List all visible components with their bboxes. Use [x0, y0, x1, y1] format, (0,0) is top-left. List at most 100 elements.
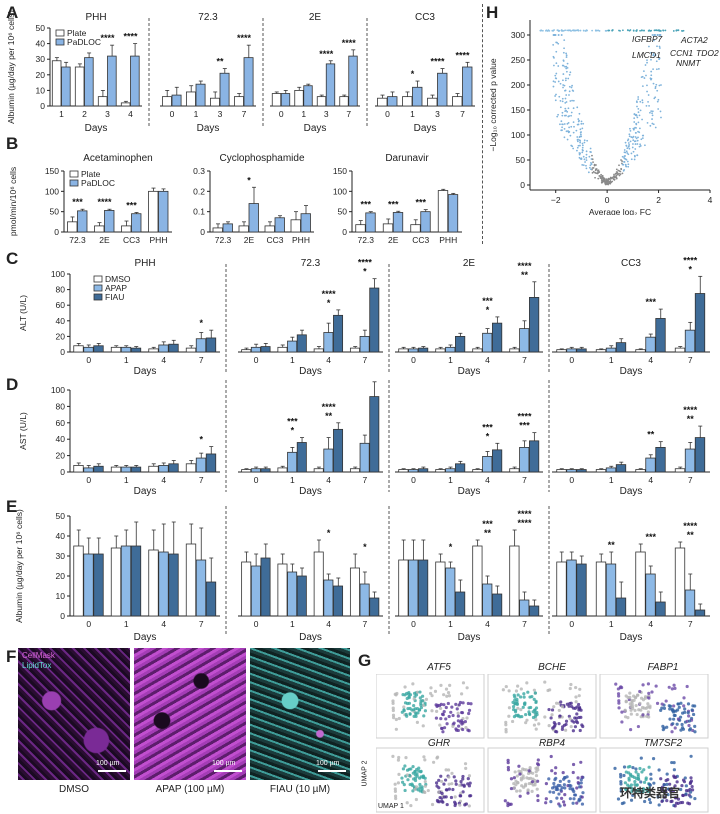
significance-label: **** — [517, 412, 532, 422]
umap-point — [547, 777, 551, 781]
umap-point — [451, 787, 455, 792]
umap-point — [649, 772, 653, 776]
umap-point — [555, 796, 559, 800]
bar — [303, 85, 313, 107]
umap-point — [469, 702, 473, 706]
volcano-point — [628, 144, 631, 146]
bar — [241, 469, 252, 473]
umap-point — [646, 710, 650, 714]
gene-label: LMCD1 — [632, 50, 661, 60]
umap-point — [514, 713, 518, 717]
volcano-point-saturated — [604, 29, 607, 32]
x-tick-label: 7 — [688, 475, 693, 485]
volcano-point — [565, 77, 567, 80]
umap-point — [572, 789, 576, 794]
x-tick-label: 0 — [411, 475, 416, 485]
umap-point — [619, 782, 623, 786]
volcano-point — [581, 142, 584, 145]
bar — [287, 451, 298, 473]
volcano-point — [555, 72, 558, 75]
umap-point — [519, 695, 523, 699]
umap-point — [648, 800, 652, 805]
umap-point — [572, 797, 576, 801]
umap-point — [672, 760, 676, 765]
umap-point — [412, 714, 416, 718]
volcano-point — [625, 150, 628, 153]
umap-point — [686, 711, 690, 715]
umap-point — [415, 720, 419, 724]
volcano-point — [568, 126, 571, 129]
volcano-point — [580, 135, 583, 138]
significance-label: **** — [100, 33, 115, 43]
volcano-point — [609, 181, 612, 184]
x-tick-label: 2E — [388, 235, 399, 245]
umap-point — [632, 775, 636, 779]
volcano-point — [583, 158, 586, 161]
bar — [492, 593, 503, 617]
y-axis-label: ALT (U/L) — [18, 295, 28, 331]
volcano-point — [637, 130, 639, 133]
umap-point — [673, 784, 677, 788]
bar — [556, 469, 567, 473]
umap-point — [397, 772, 401, 776]
volcano-point — [647, 100, 649, 103]
volcano-point-saturated — [560, 29, 563, 31]
umap-point — [438, 706, 443, 711]
bar — [212, 227, 223, 233]
umap-point — [406, 778, 410, 782]
volcano-point — [600, 177, 603, 180]
x-axis-label: Days — [304, 123, 327, 134]
bar — [635, 469, 646, 473]
umap-point — [418, 786, 422, 790]
umap-point — [456, 714, 460, 718]
umap-point — [574, 700, 578, 704]
volcano-point — [591, 154, 593, 157]
umap-point — [679, 728, 683, 732]
umap-point — [558, 714, 562, 718]
volcano-point-saturated — [643, 29, 645, 32]
volcano-point — [638, 114, 641, 117]
volcano-point — [578, 112, 581, 115]
umap-point — [679, 801, 683, 805]
umap-point — [466, 777, 470, 781]
significance-label: * — [486, 431, 490, 441]
bar — [519, 447, 530, 473]
significance-label: *** — [126, 200, 137, 210]
volcano-point — [656, 100, 659, 103]
bar — [694, 609, 706, 617]
umap-point — [677, 705, 681, 709]
bar — [243, 57, 254, 107]
umap-point — [641, 789, 645, 794]
umap-point — [537, 722, 541, 726]
umap-point — [391, 708, 395, 713]
umap-point — [409, 803, 413, 808]
umap-point — [450, 771, 454, 775]
bar — [447, 194, 459, 233]
volcano-point — [641, 85, 644, 87]
volcano-point — [652, 68, 654, 71]
umap-point — [685, 684, 689, 689]
volcano-point-saturated — [618, 29, 620, 32]
umap-point — [440, 726, 444, 730]
bar — [645, 573, 656, 617]
umap-point — [415, 690, 420, 694]
umap-point — [413, 787, 417, 791]
volcano-point — [629, 127, 631, 130]
legend-entry: PaDLOC — [67, 37, 101, 47]
significance-label: *** — [519, 421, 530, 431]
volcano-point — [649, 124, 652, 127]
volcano-point — [582, 144, 584, 147]
umap-point — [687, 723, 691, 728]
umap-point — [628, 702, 632, 706]
umap-point — [413, 707, 417, 711]
volcano-point-saturated — [675, 29, 678, 32]
umap-point — [423, 784, 428, 788]
volcano-point — [658, 58, 661, 61]
y-tick-label: 30 — [56, 551, 66, 561]
volcano-point — [638, 127, 641, 130]
volcano-point-saturated — [558, 29, 561, 32]
volcano-point — [643, 77, 646, 79]
umap-point — [666, 777, 670, 782]
umap-point — [435, 755, 440, 759]
umap-point — [548, 688, 552, 692]
